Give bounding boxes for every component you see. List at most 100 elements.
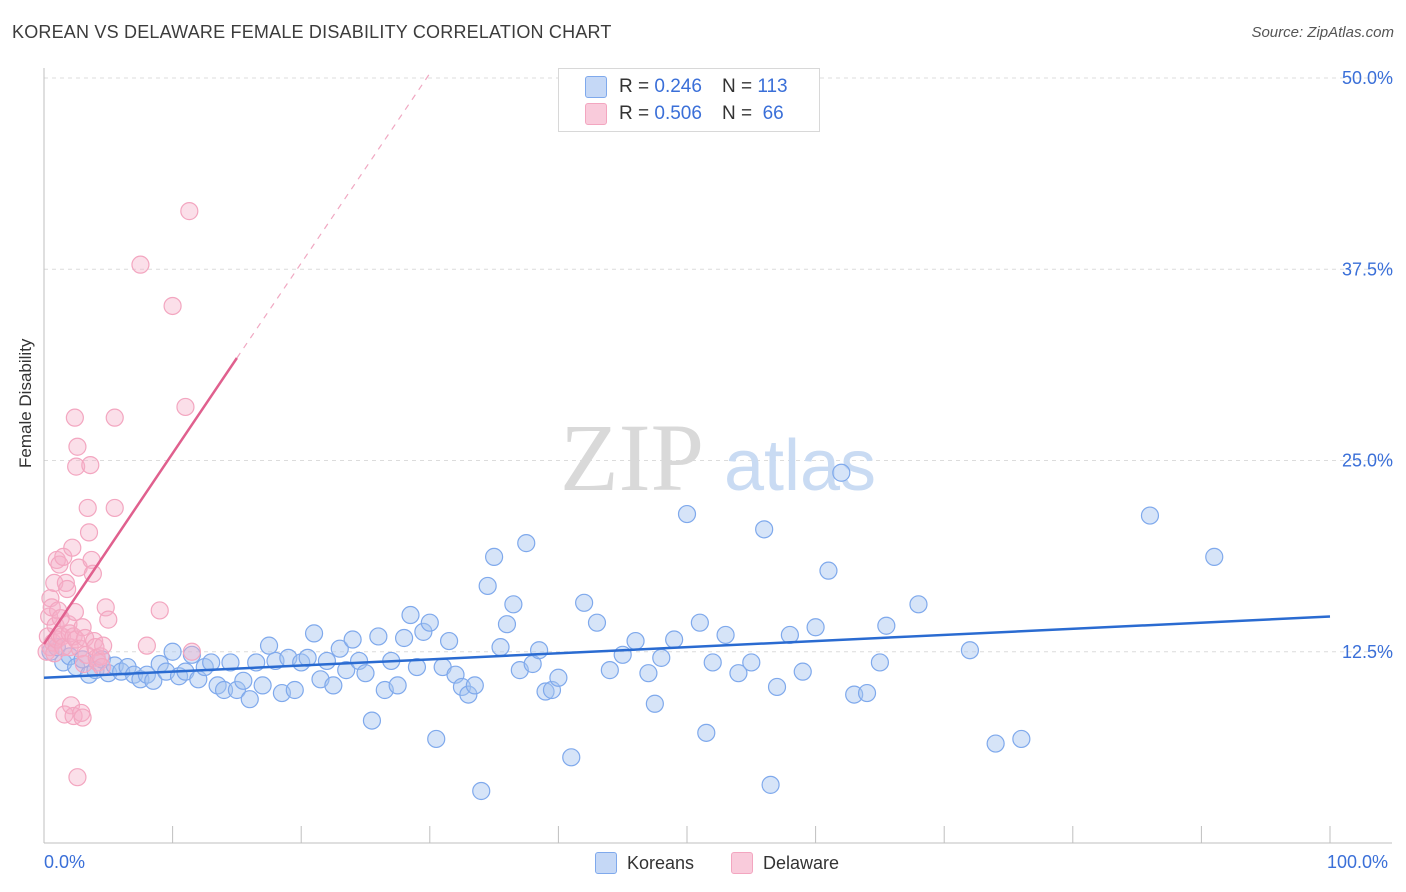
koreans-point: [677, 504, 697, 524]
delaware-point: [73, 618, 92, 637]
koreans-point: [742, 653, 761, 672]
koreans-point: [639, 664, 658, 683]
koreans-point: [394, 628, 414, 648]
koreans-point: [491, 638, 510, 657]
y-tick-label: 37.5%: [1342, 259, 1393, 279]
delaware-trend-extension: [236, 73, 431, 359]
delaware-point: [58, 579, 77, 599]
koreans-point: [304, 624, 324, 643]
koreans-point: [909, 595, 928, 614]
koreans-point: [253, 676, 272, 695]
koreans-point: [465, 676, 484, 695]
n-value: 66: [762, 103, 784, 124]
legend-row-koreans: R = 0.246 N = 113: [585, 75, 788, 99]
delaware-point: [105, 498, 124, 518]
koreans-point: [819, 561, 838, 580]
koreans-point: [388, 676, 407, 695]
koreans-point: [504, 595, 523, 614]
delaware-point: [63, 538, 82, 557]
delaware-point: [99, 610, 118, 629]
y-tick-label: 12.5%: [1342, 642, 1393, 662]
delaware-point: [176, 397, 195, 417]
koreans-point: [240, 690, 259, 709]
koreans-point: [1205, 547, 1224, 566]
legend-series: Koreans Delaware: [0, 852, 1406, 878]
koreans-point: [600, 661, 619, 680]
koreans-point: [857, 683, 877, 703]
chart-title: KOREAN VS DELAWARE FEMALE DISABILITY COR…: [12, 22, 612, 42]
koreans-point: [259, 636, 279, 655]
y-tick-label: 50.0%: [1342, 68, 1393, 88]
koreans-point: [562, 748, 581, 767]
legend-label: Delaware: [763, 852, 840, 873]
delaware-point: [94, 636, 113, 655]
koreans-point: [587, 613, 607, 632]
koreans-point: [324, 676, 343, 695]
koreans-point: [729, 664, 748, 683]
koreans-point: [645, 694, 664, 713]
axes: [43, 68, 1392, 844]
watermark-zip: ZIP: [560, 404, 704, 511]
koreans-legend-swatch: [595, 852, 617, 874]
koreans-point: [163, 642, 182, 661]
delaware-point: [182, 642, 201, 661]
koreans-point: [221, 653, 240, 672]
delaware-point: [137, 636, 156, 655]
koreans-point: [478, 576, 497, 596]
r-value: 0.246: [654, 76, 702, 97]
koreans-point: [716, 625, 735, 645]
koreans-point: [337, 661, 356, 680]
grid-lines: [44, 77, 1392, 653]
koreans-point: [1012, 729, 1031, 749]
koreans-point: [626, 631, 645, 651]
koreans-point: [472, 781, 491, 801]
koreans-point: [870, 653, 890, 672]
koreans-point: [575, 593, 594, 612]
koreans-point: [317, 651, 337, 671]
delaware-trend-line: [42, 357, 238, 645]
koreans-point: [755, 520, 774, 539]
delaware-point: [78, 498, 97, 518]
koreans-point: [549, 668, 568, 687]
koreans-point: [761, 775, 780, 794]
koreans-point: [665, 630, 684, 649]
koreans-point: [439, 631, 459, 651]
r-label: R =: [619, 103, 650, 124]
koreans-point: [208, 676, 227, 695]
koreans-point: [517, 534, 536, 553]
koreans-point: [1140, 506, 1160, 525]
koreans-point: [767, 677, 787, 697]
koreans-point: [214, 680, 234, 700]
koreans-point: [407, 657, 427, 677]
delaware-point: [73, 708, 92, 727]
koreans-point: [459, 685, 478, 704]
koreans-point: [690, 613, 709, 632]
delaware-points: [37, 202, 201, 787]
koreans-point: [485, 547, 504, 566]
koreans-point: [986, 734, 1005, 753]
delaware-point: [81, 455, 100, 475]
delaware-point: [61, 696, 81, 715]
koreans-swatch: [585, 76, 607, 98]
koreans-point: [285, 680, 304, 700]
koreans-point: [234, 671, 253, 690]
koreans-point: [497, 615, 517, 634]
legend-row-delaware: R = 0.506 N = 66: [585, 102, 784, 126]
x-tick-max: 100.0%: [1327, 852, 1389, 872]
delaware-point: [56, 573, 75, 593]
n-value: 113: [757, 76, 788, 97]
koreans-point: [652, 648, 671, 667]
legend-item-koreans: Koreans: [595, 852, 694, 874]
watermark: ZIP atlas: [560, 404, 876, 511]
koreans-point: [362, 711, 382, 730]
koreans-points: [41, 463, 1224, 801]
koreans-point: [343, 630, 362, 649]
koreans-point: [227, 680, 246, 700]
koreans-point: [427, 729, 446, 749]
n-label: N =: [721, 76, 753, 97]
r-value: 0.506: [654, 103, 702, 124]
koreans-point: [330, 639, 349, 658]
koreans-point: [806, 618, 825, 637]
delaware-point: [65, 408, 84, 427]
delaware-point: [67, 457, 86, 476]
